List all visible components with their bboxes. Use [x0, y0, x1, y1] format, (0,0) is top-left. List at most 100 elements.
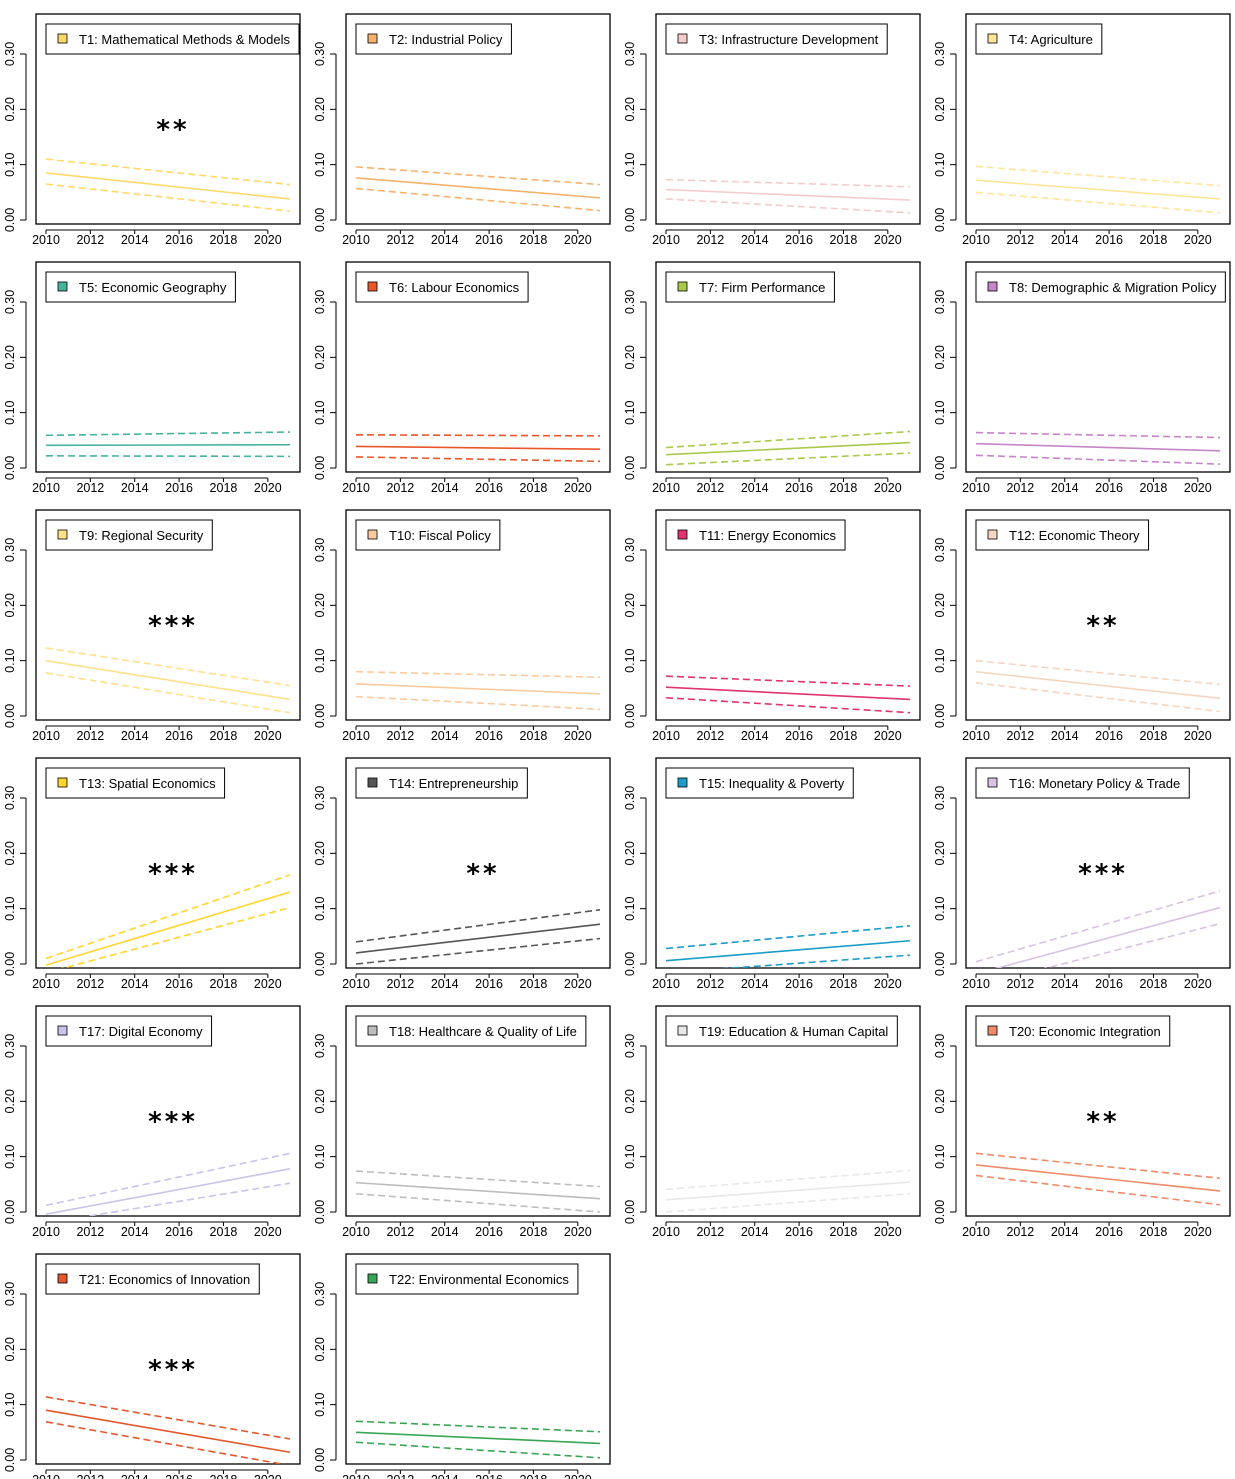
ci-upper-line: [665, 430, 911, 449]
legend: T19: Education & Human Capital: [665, 1015, 898, 1047]
y-tick-label: 0.10: [933, 1144, 947, 1168]
x-tick-label: 2012: [1006, 977, 1034, 991]
x-tick-label: 2012: [696, 977, 724, 991]
series-group: [975, 890, 1221, 968]
trend-line: [975, 442, 1221, 452]
ci-upper-line: [45, 874, 291, 960]
x-tick-label: 2012: [386, 233, 414, 247]
y-tick-label: 0.30: [313, 1282, 327, 1306]
x-tick-label: 2010: [962, 729, 990, 743]
panel-frame: [965, 13, 1231, 225]
x-tick-label: 2010: [32, 233, 60, 247]
legend-swatch: [367, 33, 378, 44]
x-tick-label: 2020: [254, 481, 282, 495]
ci-lower-line: [355, 937, 601, 965]
panel-21: 0.00 0.10 0.20 0.30 2010 2012 2014 2016 2018 2020…: [3, 1253, 301, 1479]
x-tick-label: 2012: [696, 481, 724, 495]
legend-box: [45, 271, 236, 303]
ci-upper-line: [665, 178, 911, 188]
panel-frame: [965, 1005, 1231, 1217]
x-tick-label: 2018: [210, 729, 238, 743]
y-tick-label: 0.20: [933, 841, 947, 865]
x-tick-label: 2014: [121, 729, 149, 743]
panel-16: 0.00 0.10 0.20 0.30 2010 2012 2014 2016 2018 2020…: [933, 757, 1231, 991]
legend-box: [665, 767, 854, 799]
y-tick-label: 0.10: [313, 1144, 327, 1168]
legend-swatch: [367, 777, 378, 788]
x-tick-label: 2020: [1184, 1225, 1212, 1239]
legend-label: T2: Industrial Policy: [389, 32, 503, 47]
y-tick-label: 0.10: [623, 400, 637, 424]
y-tick-label: 0.00: [623, 704, 637, 728]
legend-label: T11: Energy Economics: [699, 528, 837, 543]
panel-10: 0.00 0.10 0.20 0.30 2010 2012 2014 2016 2018 2020…: [313, 509, 611, 743]
x-tick-label: 2012: [1006, 1225, 1034, 1239]
ci-lower-line: [721, 954, 911, 968]
y-tick-label: 0.10: [313, 1392, 327, 1416]
legend-swatch: [367, 1273, 378, 1284]
legend-label: T20: Economic Integration: [1009, 1024, 1161, 1039]
legend-label: T12: Economic Theory: [1009, 528, 1140, 543]
x-tick-label: 2018: [520, 977, 548, 991]
series-group: [45, 1152, 291, 1216]
x-tick-label: 2016: [475, 1225, 503, 1239]
x-tick-label: 2018: [210, 1225, 238, 1239]
x-tick-label: 2010: [342, 481, 370, 495]
ci-upper-line: [975, 431, 1221, 439]
ci-lower-line: [975, 454, 1221, 465]
legend-swatch: [987, 33, 998, 44]
y-tick-label: 0.30: [623, 1034, 637, 1058]
ci-upper-line: [665, 675, 911, 687]
legend-swatch: [367, 529, 378, 540]
x-tick-label: 2012: [386, 977, 414, 991]
y-tick-label: 0.20: [313, 1337, 327, 1361]
legend: T20: Economic Integration: [975, 1015, 1171, 1047]
legend-swatch: [987, 1025, 998, 1036]
x-tick-label: 2014: [741, 729, 769, 743]
significance-stars: **: [1086, 1107, 1119, 1137]
x-tick-label: 2018: [830, 481, 858, 495]
x-tick-label: 2020: [254, 1473, 282, 1479]
panel-20: 0.00 0.10 0.20 0.30 2010 2012 2014 2016 2018 2020…: [933, 1005, 1231, 1239]
panel-15: 0.00 0.10 0.20 0.30 2010 2012 2014 2016 2018 2020…: [623, 757, 921, 991]
x-tick-label: 2014: [431, 977, 459, 991]
x-tick-label: 2016: [165, 729, 193, 743]
series-group: [665, 430, 911, 466]
y-tick-label: 0.00: [3, 952, 17, 976]
x-tick-label: 2014: [1051, 729, 1079, 743]
x-tick-label: 2018: [520, 729, 548, 743]
ci-upper-line: [45, 1152, 291, 1207]
y-tick-label: 0.20: [623, 1089, 637, 1113]
legend: T10: Fiscal Policy: [355, 519, 501, 551]
trend-line: [355, 177, 601, 199]
panel-frame: [655, 261, 921, 473]
x-tick-label: 2016: [1095, 1225, 1123, 1239]
legend-swatch: [57, 1025, 68, 1036]
legend-swatch: [987, 777, 998, 788]
panel-frame: [35, 1005, 301, 1217]
y-tick-label: 0.30: [313, 1034, 327, 1058]
y-tick-label: 0.20: [623, 345, 637, 369]
x-tick-label: 2018: [210, 1473, 238, 1479]
panel-frame: [655, 509, 921, 721]
y-tick-label: 0.30: [623, 538, 637, 562]
ci-upper-line: [355, 433, 601, 437]
y-tick-label: 0.10: [313, 152, 327, 176]
ci-lower-line: [355, 1441, 601, 1459]
legend-box: [975, 519, 1150, 551]
series-group: [45, 431, 291, 458]
y-tick-label: 0.30: [313, 538, 327, 562]
ci-upper-line: [975, 659, 1221, 686]
x-tick-label: 2010: [962, 481, 990, 495]
y-tick-label: 0.30: [933, 538, 947, 562]
trend-line: [45, 172, 291, 200]
y-tick-label: 0.00: [623, 456, 637, 480]
trend-line: [355, 1431, 601, 1445]
y-tick-label: 0.00: [3, 1448, 17, 1472]
ci-lower-line: [45, 1421, 286, 1464]
x-tick-label: 2014: [1051, 481, 1079, 495]
legend: T14: Entrepreneurship: [355, 767, 528, 799]
panel-frame: [965, 757, 1231, 969]
legend-box: [355, 23, 512, 55]
legend-box: [975, 271, 1226, 303]
